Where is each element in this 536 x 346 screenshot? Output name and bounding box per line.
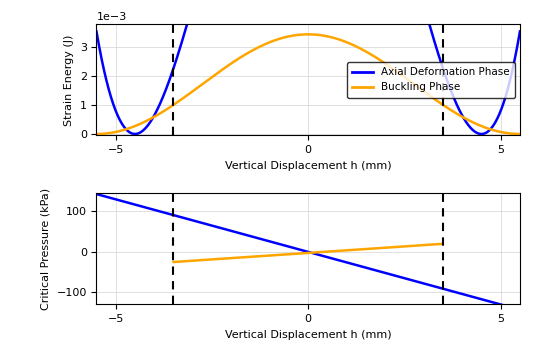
Y-axis label: Strain Energy (J): Strain Energy (J) [64,34,74,126]
X-axis label: Vertical Displacement h (mm): Vertical Displacement h (mm) [225,161,391,171]
X-axis label: Vertical Displacement h (mm): Vertical Displacement h (mm) [225,330,391,340]
Y-axis label: Critical Pressure (kPa): Critical Pressure (kPa) [41,188,51,310]
Legend: Axial Deformation Phase, Buckling Phase: Axial Deformation Phase, Buckling Phase [346,62,515,98]
